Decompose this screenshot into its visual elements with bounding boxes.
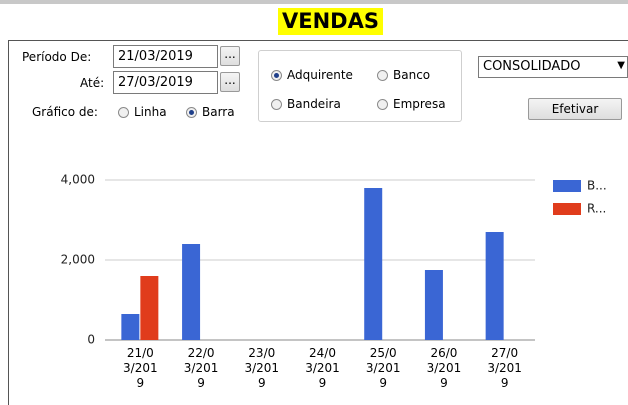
bar: [140, 276, 159, 340]
legend-swatch: [553, 203, 581, 215]
x-tick-label: 27/03/2019: [487, 346, 522, 390]
radio-label: Banco: [393, 68, 431, 82]
dropdown-text: CONSOLIDADO: [483, 59, 581, 74]
page-title: VENDAS: [278, 8, 383, 35]
x-tick-label: 21/03/2019: [123, 346, 158, 390]
top-bar: [0, 0, 628, 4]
bar: [364, 188, 383, 340]
y-tick-label: 2,000: [61, 253, 95, 267]
radio-label: Linha: [134, 105, 167, 119]
radio-button[interactable]: [377, 70, 388, 81]
label: Gráfico de:: [32, 105, 98, 119]
submit-button[interactable]: Efetivar: [528, 98, 622, 120]
dropdown[interactable]: CONSOLIDADO ▼: [478, 56, 628, 78]
y-tick-label: 0: [87, 333, 95, 347]
radio-label: Barra: [202, 105, 235, 119]
radio-button[interactable]: [118, 107, 129, 118]
x-tick-label: 24/03/2019: [305, 346, 340, 390]
x-tick-label: 23/03/2019: [244, 346, 280, 390]
browse-button[interactable]: ...: [220, 46, 240, 66]
legend-label: B...: [587, 179, 607, 193]
label: Até:: [80, 76, 105, 90]
legend-label: R...: [587, 202, 606, 216]
legend-swatch: [553, 180, 581, 192]
x-tick-label: 22/03/2019: [183, 346, 219, 390]
group-box: [258, 50, 462, 122]
x-tick-label: 25/03/2019: [365, 346, 401, 390]
radio-button[interactable]: [186, 107, 197, 118]
radio-button[interactable]: [271, 70, 282, 81]
radio-label: Bandeira: [287, 97, 341, 111]
panel: [8, 40, 628, 405]
bar: [424, 270, 443, 340]
browse-button[interactable]: ...: [220, 72, 240, 92]
x-tick-label: 26/03/2019: [426, 346, 462, 390]
bar: [121, 314, 140, 340]
date-input[interactable]: 27/03/2019: [113, 71, 218, 94]
dropdown-arrow: ▼: [617, 60, 625, 71]
y-tick-label: 4,000: [61, 173, 95, 187]
radio-button[interactable]: [271, 99, 282, 110]
radio-label: Adquirente: [287, 68, 353, 82]
bar: [485, 232, 504, 340]
label: Período De:: [22, 50, 92, 64]
bar: [182, 244, 201, 340]
date-input[interactable]: 21/03/2019: [113, 45, 218, 68]
radio-button[interactable]: [377, 99, 388, 110]
radio-label: Empresa: [393, 97, 446, 111]
